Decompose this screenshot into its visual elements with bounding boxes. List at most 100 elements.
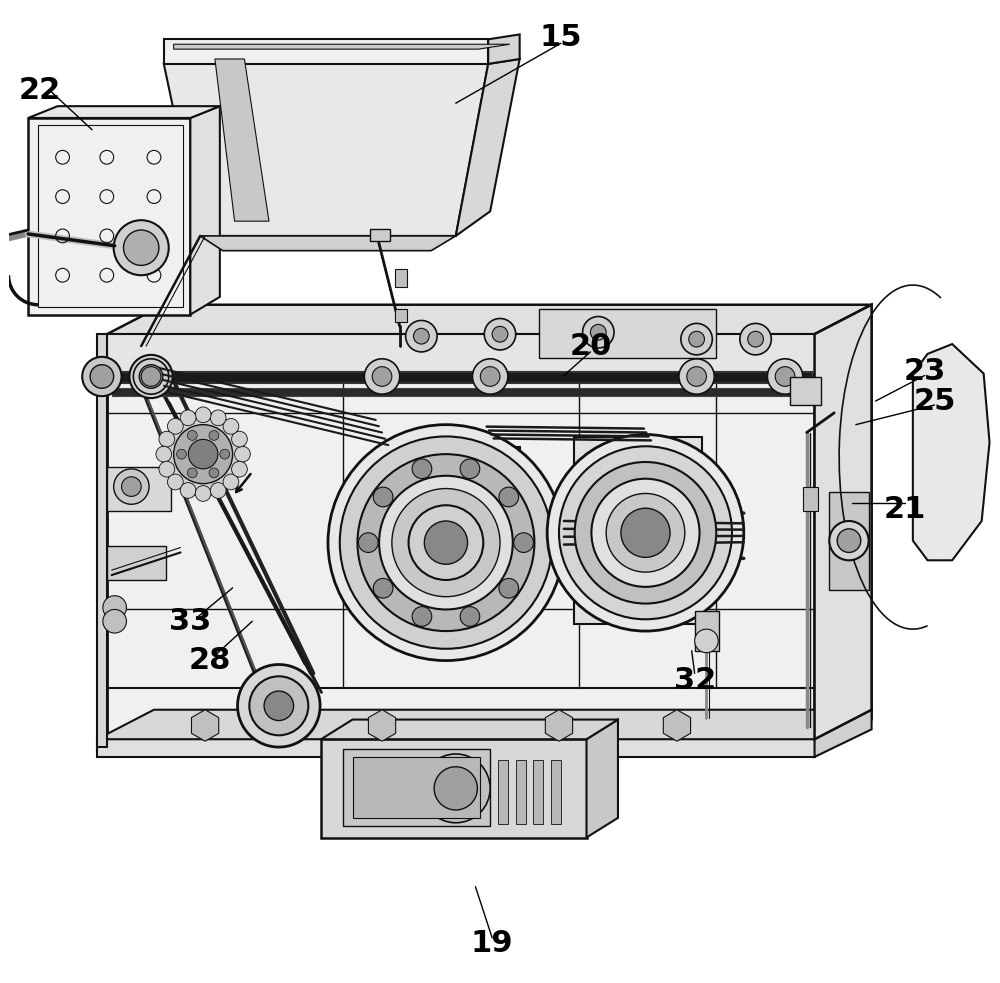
Circle shape bbox=[409, 505, 483, 580]
Circle shape bbox=[480, 367, 500, 386]
Bar bbox=[112, 388, 812, 396]
Circle shape bbox=[460, 607, 480, 626]
Circle shape bbox=[122, 477, 141, 496]
Circle shape bbox=[837, 529, 861, 552]
Polygon shape bbox=[191, 710, 219, 741]
Polygon shape bbox=[28, 106, 220, 118]
Circle shape bbox=[210, 483, 226, 498]
Circle shape bbox=[235, 446, 250, 462]
Bar bbox=[107, 334, 815, 747]
Circle shape bbox=[156, 446, 172, 462]
Bar bbox=[533, 760, 543, 824]
Circle shape bbox=[590, 324, 606, 340]
Circle shape bbox=[174, 425, 233, 484]
Bar bbox=[539, 309, 716, 358]
Circle shape bbox=[373, 578, 393, 598]
Circle shape bbox=[162, 413, 244, 495]
Circle shape bbox=[223, 474, 239, 490]
Bar bbox=[829, 492, 869, 590]
Circle shape bbox=[238, 665, 320, 747]
Text: 15: 15 bbox=[540, 23, 582, 52]
Polygon shape bbox=[456, 59, 520, 236]
Circle shape bbox=[103, 609, 126, 633]
Bar bbox=[28, 118, 190, 315]
Circle shape bbox=[412, 607, 432, 626]
Circle shape bbox=[340, 436, 552, 649]
Circle shape bbox=[472, 359, 508, 394]
Circle shape bbox=[364, 359, 400, 394]
Bar bbox=[107, 546, 166, 580]
Polygon shape bbox=[587, 720, 618, 838]
Text: 32: 32 bbox=[674, 665, 716, 695]
Polygon shape bbox=[815, 305, 872, 747]
Circle shape bbox=[180, 410, 196, 426]
Circle shape bbox=[139, 365, 163, 388]
Circle shape bbox=[392, 489, 500, 597]
Circle shape bbox=[187, 431, 197, 440]
Polygon shape bbox=[97, 334, 107, 747]
Polygon shape bbox=[164, 39, 488, 64]
Text: 20: 20 bbox=[569, 331, 612, 361]
Polygon shape bbox=[97, 739, 815, 757]
Circle shape bbox=[195, 407, 211, 423]
Text: 21: 21 bbox=[884, 494, 926, 524]
Bar bbox=[377, 447, 520, 629]
Circle shape bbox=[141, 367, 161, 386]
Circle shape bbox=[547, 434, 744, 631]
Circle shape bbox=[434, 767, 477, 810]
Bar bbox=[353, 757, 480, 818]
Polygon shape bbox=[215, 59, 269, 221]
Bar bbox=[551, 760, 561, 824]
Text: 28: 28 bbox=[189, 646, 231, 675]
Polygon shape bbox=[488, 34, 520, 64]
Text: 25: 25 bbox=[913, 386, 956, 416]
Circle shape bbox=[767, 359, 803, 394]
Circle shape bbox=[103, 596, 126, 619]
Polygon shape bbox=[368, 710, 396, 741]
Circle shape bbox=[328, 425, 564, 661]
Circle shape bbox=[129, 355, 173, 398]
Circle shape bbox=[209, 431, 219, 440]
Polygon shape bbox=[97, 710, 872, 739]
Circle shape bbox=[114, 469, 149, 504]
Polygon shape bbox=[107, 305, 872, 334]
Bar bbox=[107, 467, 171, 511]
Circle shape bbox=[220, 449, 230, 459]
Bar bbox=[803, 487, 818, 511]
Polygon shape bbox=[815, 710, 872, 757]
Circle shape bbox=[90, 365, 114, 388]
Circle shape bbox=[372, 367, 392, 386]
Bar bbox=[370, 229, 390, 241]
Circle shape bbox=[484, 318, 516, 350]
Circle shape bbox=[499, 488, 519, 507]
Polygon shape bbox=[174, 44, 510, 49]
Circle shape bbox=[133, 359, 169, 394]
Circle shape bbox=[583, 317, 614, 348]
Circle shape bbox=[159, 432, 175, 447]
Polygon shape bbox=[815, 305, 872, 739]
Circle shape bbox=[689, 331, 704, 347]
Circle shape bbox=[124, 230, 159, 265]
Circle shape bbox=[167, 474, 183, 490]
Circle shape bbox=[621, 508, 670, 557]
Bar bbox=[498, 760, 508, 824]
Circle shape bbox=[591, 479, 700, 587]
Polygon shape bbox=[663, 710, 691, 741]
Bar bbox=[112, 372, 812, 383]
Circle shape bbox=[232, 432, 247, 447]
Circle shape bbox=[775, 367, 795, 386]
Circle shape bbox=[460, 459, 480, 479]
Circle shape bbox=[514, 533, 533, 552]
Circle shape bbox=[264, 691, 294, 721]
Circle shape bbox=[740, 323, 771, 355]
Bar bbox=[516, 760, 526, 824]
Circle shape bbox=[209, 468, 219, 478]
Polygon shape bbox=[321, 720, 618, 739]
Circle shape bbox=[492, 326, 508, 342]
Text: 23: 23 bbox=[904, 357, 946, 386]
Bar bbox=[790, 377, 821, 405]
Polygon shape bbox=[164, 64, 488, 236]
Bar bbox=[107, 334, 815, 374]
Circle shape bbox=[180, 483, 196, 498]
Circle shape bbox=[188, 439, 218, 469]
